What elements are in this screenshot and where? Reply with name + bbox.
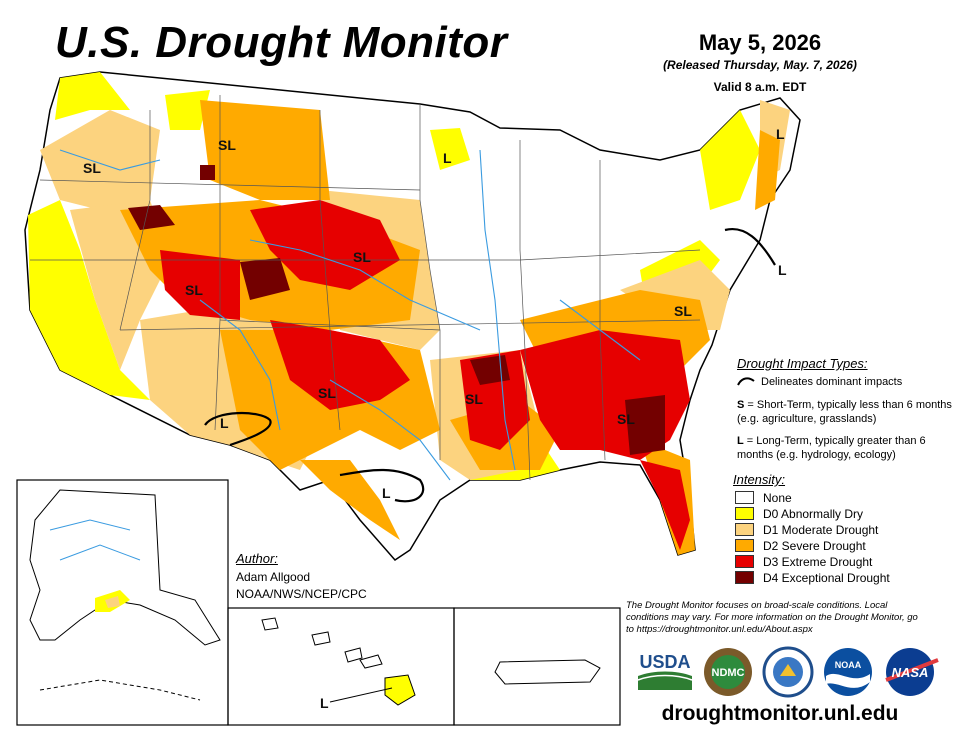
noaa-logo: NOAA: [822, 646, 874, 698]
impact-line-legend: Delineates dominant impacts: [737, 376, 902, 388]
alaska-inset: [29, 489, 221, 701]
page-title: U.S. Drought Monitor: [55, 18, 508, 67]
label-l-maine: L: [776, 126, 785, 142]
ndmc-logo: NDMC: [702, 646, 754, 698]
legend-d0: D0 Abnormally Dry: [735, 506, 863, 521]
release-date: (Released Thursday, May. 7, 2026): [663, 58, 857, 72]
map-date: May 5, 2026: [698, 30, 822, 55]
impact-line-icon: [737, 377, 755, 386]
impact-lines: [204, 227, 776, 503]
legend-swatch: [735, 539, 754, 552]
impact-long-term: L = Long-Term, typically greater than 6 …: [737, 435, 926, 461]
impact-short-term: S = Short-Term, typically less than 6 mo…: [737, 399, 952, 425]
puerto-rico-inset: [494, 659, 601, 685]
label-sl-oregon: SL: [83, 160, 101, 176]
legend-d3: D3 Extreme Drought: [735, 554, 872, 569]
valid-time: Valid 8 a.m. EDT: [713, 80, 807, 94]
footer-note: The Drought Monitor focuses on broad-sca…: [626, 600, 918, 635]
author-org: NOAA/NWS/NCEP/CPC: [236, 587, 367, 601]
label-sl-arkansas: SL: [465, 391, 483, 407]
label-sl-montana: SL: [218, 137, 236, 153]
label-l-texas: L: [382, 485, 391, 501]
label-l-new-mexico: L: [220, 415, 229, 431]
impact-types-title: Drought Impact Types:: [737, 356, 868, 371]
legend-d1: D1 Moderate Drought: [735, 522, 878, 537]
legend-none: None: [735, 490, 792, 505]
svg-text:USDA: USDA: [639, 652, 690, 672]
d3-areas: [160, 200, 690, 550]
rivers: [59, 149, 641, 481]
nasa-logo: NASA: [882, 646, 942, 698]
legend-swatch: [735, 523, 754, 536]
impact-line-label: Delineates dominant impacts: [761, 376, 903, 388]
impact-labels: SL SL SL SL SL SL SL SL L L L L L L: [83, 126, 787, 711]
legend-swatch: [735, 555, 754, 568]
usda-logo: USDA: [636, 646, 694, 692]
label-l-minnesota: L: [443, 150, 452, 166]
label-sl-kansas: SL: [353, 249, 371, 265]
label-sl-texas-panhandle: SL: [318, 385, 336, 401]
doc-logo: [762, 646, 814, 698]
state-borders: [30, 95, 701, 481]
d4-areas: [128, 165, 665, 455]
author-name: Adam Allgood: [236, 570, 311, 584]
legend-swatch: [735, 491, 754, 504]
legend-swatch: [735, 571, 754, 584]
website-link[interactable]: droughtmonitor.unl.edu: [661, 702, 899, 725]
label-sl-utah: SL: [185, 282, 203, 298]
label-sl-georgia: SL: [617, 411, 635, 427]
label-sl-virginia: SL: [674, 303, 692, 319]
label-l-northeast: L: [778, 262, 787, 278]
author-title: Author:: [236, 551, 278, 566]
svg-text:NDMC: NDMC: [712, 667, 745, 679]
legend-swatch: [735, 507, 754, 520]
svg-text:NASA: NASA: [892, 665, 929, 680]
label-l-hawaii: L: [320, 695, 329, 711]
legend-d4: D4 Exceptional Drought: [735, 570, 890, 585]
svg-text:NOAA: NOAA: [835, 660, 862, 670]
inset-frames: [16, 479, 621, 726]
legend-d2: D2 Severe Drought: [735, 538, 866, 553]
hawaii-inset: [261, 617, 416, 706]
intensity-title: Intensity:: [733, 472, 786, 487]
